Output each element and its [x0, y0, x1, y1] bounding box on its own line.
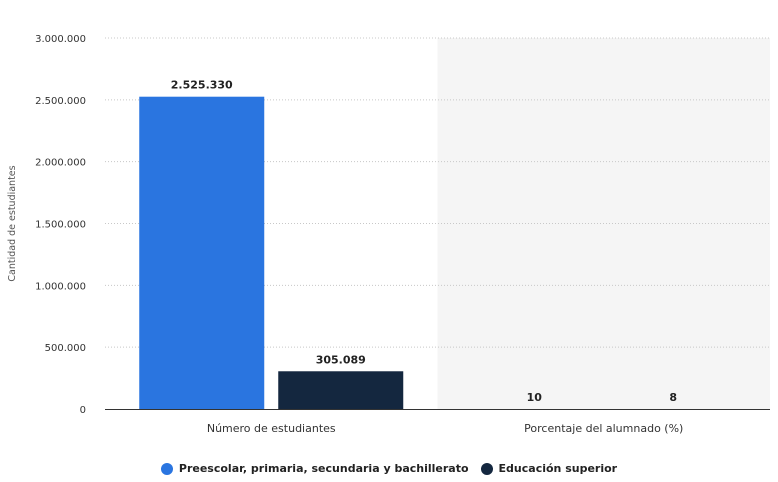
bar[interactable]	[139, 96, 265, 409]
y-axis-label: Cantidad de estudiantes	[7, 165, 18, 281]
bar[interactable]	[278, 371, 404, 409]
y-tick-label: 0	[80, 405, 86, 416]
data-labels: 2.525.330 305.089 10 8	[171, 79, 677, 404]
y-axis-ticks: 0 500.000 1.000.000 1.500.000 2.000.000 2.500…	[35, 34, 86, 416]
x-axis-categories: Número de estudiantes Porcentaje del alum…	[207, 422, 683, 435]
y-tick-label: 2.000.000	[35, 158, 86, 169]
legend-label: Preescolar, primaria, secundaria y bachi…	[178, 462, 469, 475]
legend: Preescolar, primaria, secundaria y bachi…	[0, 462, 778, 475]
bar-value-label: 10	[527, 391, 543, 404]
y-tick-label: 2.500.000	[35, 96, 86, 107]
legend-swatch	[160, 462, 173, 475]
legend-item-series-2[interactable]: Educación superior	[480, 462, 618, 475]
bar-value-label: 8	[669, 391, 677, 404]
bar-value-label: 2.525.330	[171, 79, 233, 92]
x-category-label: Porcentaje del alumnado (%)	[524, 422, 683, 435]
legend-label: Educación superior	[498, 462, 618, 475]
bar-value-label: 305.089	[316, 353, 366, 366]
x-category-label: Número de estudiantes	[207, 422, 336, 435]
y-tick-label: 500.000	[45, 343, 86, 354]
y-tick-label: 1.500.000	[35, 220, 86, 231]
legend-swatch	[480, 462, 493, 475]
bars	[139, 96, 404, 409]
y-tick-label: 3.000.000	[35, 34, 86, 45]
legend-item-series-1[interactable]: Preescolar, primaria, secundaria y bachi…	[160, 462, 469, 475]
y-tick-label: 1.000.000	[35, 281, 86, 292]
